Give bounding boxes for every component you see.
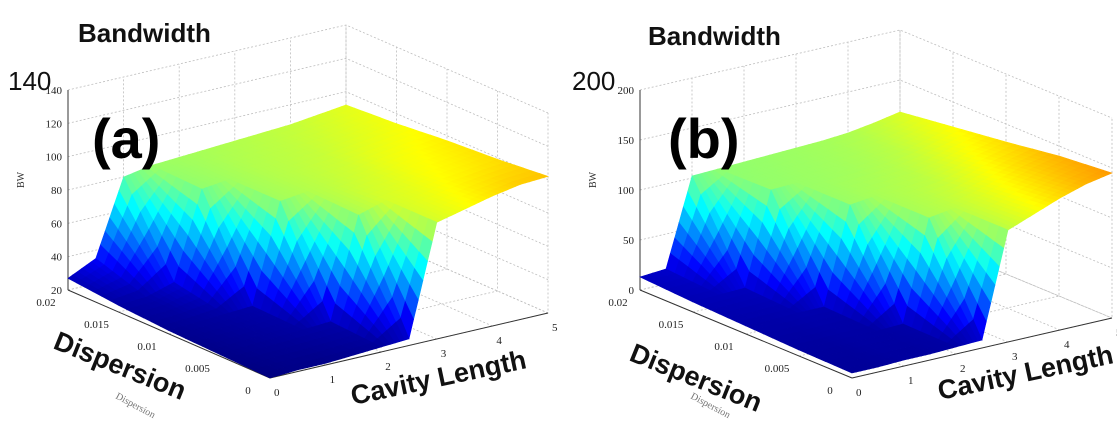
z-tick-labels: 0 50 100 150 200 — [618, 85, 635, 297]
z-tick-label: 0 — [629, 285, 635, 297]
z-tick-label: 100 — [618, 185, 635, 197]
chart-panel-b: 0 1 2 3 4 50 0.005 0.01 0.015 0.020 50 100 150 200 BW D… — [572, 21, 1117, 421]
panel-label: (a) — [92, 107, 160, 170]
z-tick-label: 20 — [51, 285, 63, 297]
z-max-label: 200 — [572, 66, 615, 96]
x-tick-label: 2 — [960, 363, 966, 375]
z-axis-label: BW — [16, 171, 27, 188]
y-tick-labels: 0 0.005 0.01 0.015 0.02 — [608, 297, 833, 397]
z-tick-label: 50 — [623, 235, 635, 247]
z-tick-labels: 20 40 60 80 100 120 140 — [46, 85, 63, 297]
y-tick-label: 0 — [827, 385, 833, 397]
z-tick-label: 200 — [618, 85, 635, 97]
y-tick-label: 0.015 — [84, 319, 109, 331]
x-tick-label: 0 — [274, 387, 280, 399]
axes-frame — [639, 90, 1113, 379]
x-tick-label: 1 — [908, 375, 914, 387]
x-tick-label: 3 — [1012, 351, 1018, 363]
y-tick-label: 0.005 — [765, 363, 790, 375]
x-axis-label: Cavity Length — [348, 344, 529, 410]
panel-label: (b) — [668, 107, 740, 170]
y-axis-label: Dispersion — [626, 338, 767, 418]
z-tick-label: 100 — [46, 152, 63, 164]
x-tick-label: 5 — [552, 322, 558, 334]
chart-title: Bandwidth — [648, 21, 781, 51]
axes-frame — [67, 90, 549, 379]
surface — [67, 104, 549, 379]
z-tick-label: 40 — [51, 252, 63, 264]
y-axis-label-small: Dispersion — [114, 391, 157, 421]
z-tick-label: 140 — [46, 85, 63, 97]
x-axis-label: Cavity Length — [935, 339, 1116, 405]
x-tick-label: 3 — [441, 348, 447, 360]
y-tick-label: 0.005 — [185, 363, 210, 375]
y-tick-label: 0.02 — [608, 297, 627, 309]
y-tick-label: 0.02 — [36, 297, 55, 309]
x-tick-label: 1 — [330, 374, 336, 386]
z-axis-label: BW — [588, 171, 599, 188]
surface — [639, 111, 1113, 374]
x-tick-label: 0 — [856, 387, 862, 399]
x-tick-label: 4 — [1064, 339, 1070, 351]
y-tick-label: 0.015 — [659, 319, 684, 331]
z-tick-label: 120 — [46, 118, 63, 130]
y-tick-labels: 0 0.005 0.01 0.015 0.02 — [36, 297, 251, 397]
z-max-label: 140 — [8, 66, 51, 96]
x-tick-label: 2 — [385, 361, 391, 373]
z-tick-label: 150 — [618, 135, 635, 147]
z-tick-label: 80 — [51, 185, 63, 197]
z-tick-label: 60 — [51, 218, 63, 230]
x-tick-labels: 0 1 2 3 4 5 — [274, 322, 558, 399]
chart-title: Bandwidth — [78, 18, 211, 48]
x-tick-label: 4 — [496, 335, 502, 347]
y-tick-label: 0 — [245, 385, 251, 397]
y-tick-label: 0.01 — [137, 341, 156, 353]
y-tick-label: 0.01 — [714, 341, 733, 353]
